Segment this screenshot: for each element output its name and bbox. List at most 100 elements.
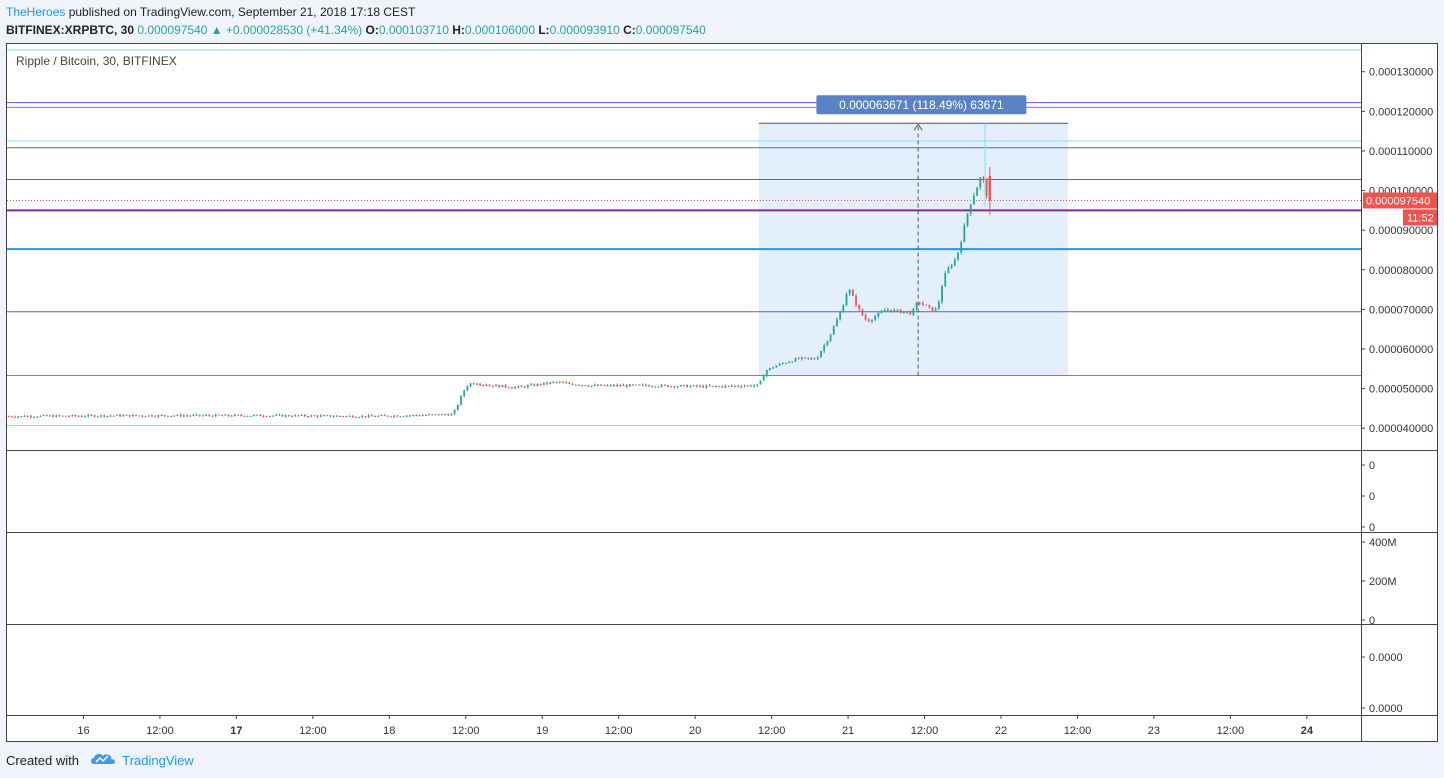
candle-body	[58, 415, 61, 417]
candle-body	[249, 415, 252, 417]
chart-frame[interactable]: Ripple / Bitcoin, 30, BITFINEX 0.0000636…	[6, 43, 1438, 742]
candle-body	[753, 385, 755, 387]
candle-body	[326, 415, 329, 417]
candle-body	[526, 385, 529, 388]
open-value: 0.000103710	[378, 23, 449, 37]
candle-body	[303, 414, 306, 417]
candle-body	[759, 380, 762, 385]
candle-body	[80, 415, 83, 417]
x-tick-label: 24	[1301, 725, 1314, 737]
candle-body	[641, 384, 644, 386]
candle-body	[61, 415, 64, 417]
candle-body	[520, 386, 523, 388]
low-label: L:	[538, 23, 550, 37]
candle-body	[746, 385, 749, 387]
candle-body	[727, 385, 730, 387]
candle-body	[84, 416, 86, 418]
footer: Created with TradingView	[6, 752, 194, 770]
candle-body	[90, 414, 93, 416]
candle-body	[418, 415, 421, 417]
candle-body	[871, 319, 873, 322]
candle-body	[116, 414, 118, 416]
candle-body	[686, 385, 689, 388]
candle-body	[272, 415, 274, 417]
candle-body	[55, 415, 58, 417]
price-chart[interactable]: Ripple / Bitcoin, 30, BITFINEX 0.0000636…	[7, 44, 1437, 741]
candle-body	[189, 415, 192, 417]
candle-body	[839, 312, 842, 320]
up-triangle-icon: ▲	[210, 23, 223, 37]
x-tick-label: 12:00	[911, 725, 939, 737]
y-tick-label: 0.000070000	[1369, 304, 1433, 316]
candle-body	[973, 195, 975, 205]
last-price: 0.000097540	[137, 23, 208, 37]
candle-body	[619, 385, 622, 387]
candle-body	[52, 415, 55, 417]
publish-info: TheHeroes published on TradingView.com, …	[6, 4, 415, 20]
y-tick-label: 0.000040000	[1369, 423, 1433, 435]
candle-body	[667, 385, 669, 387]
tradingview-brand[interactable]: TradingView	[122, 753, 194, 768]
candle-body	[339, 415, 341, 417]
candle-body	[810, 358, 813, 360]
candle-body	[23, 415, 26, 417]
candle-body	[724, 385, 727, 388]
candle-body	[654, 386, 657, 388]
candle-body	[922, 303, 924, 305]
candle-body	[826, 341, 829, 346]
candle-body	[737, 385, 740, 387]
measure-arrow-head	[913, 123, 923, 131]
candle-body	[488, 385, 491, 387]
candle-body	[437, 414, 440, 416]
candle-body	[899, 309, 902, 314]
candle-body	[683, 385, 685, 387]
candle-body	[319, 415, 322, 417]
x-tick-label: 12:00	[1064, 725, 1092, 737]
candle-body	[797, 358, 800, 360]
candle-body	[855, 295, 857, 306]
chart-title: Ripple / Bitcoin, 30, BITFINEX	[16, 54, 177, 68]
candle-body	[501, 385, 504, 388]
candle-body	[253, 415, 255, 417]
candle-body	[491, 385, 494, 387]
candle-body	[836, 319, 838, 327]
candle-body	[421, 415, 424, 417]
candle-body	[848, 289, 851, 294]
candle-body	[807, 357, 810, 359]
candle-body	[237, 414, 239, 416]
candle-body	[460, 396, 462, 405]
candle-body	[205, 415, 208, 417]
candle-body	[74, 414, 77, 416]
candle-body	[351, 415, 354, 418]
candle-body	[721, 386, 724, 388]
author-link[interactable]: TheHeroes	[6, 5, 66, 19]
candle-body	[874, 316, 877, 320]
candle-body	[880, 311, 883, 313]
candle-body	[268, 415, 271, 417]
candle-body	[823, 345, 826, 352]
y-tick-label: 0.000050000	[1369, 384, 1433, 396]
candle-body	[377, 415, 380, 417]
candle-body	[45, 415, 48, 417]
candle-body	[265, 416, 268, 418]
created-with-text: Created with	[6, 753, 79, 768]
x-tick-label: 12:00	[146, 725, 174, 737]
candle-body	[628, 384, 631, 387]
candle-body	[278, 414, 281, 416]
candle-body	[944, 273, 947, 287]
candle-body	[676, 386, 679, 388]
candle-body	[517, 386, 520, 388]
candle-body	[622, 385, 625, 387]
candle-body	[367, 415, 370, 417]
candle-body	[979, 177, 982, 188]
candle-body	[354, 417, 357, 419]
candle-body	[689, 386, 692, 388]
candle-body	[743, 386, 746, 388]
candle-body	[240, 414, 243, 416]
candle-body	[208, 415, 211, 417]
high-label: H:	[452, 23, 465, 37]
candle-body	[179, 414, 182, 417]
candle-body	[380, 415, 383, 417]
candle-body	[383, 415, 386, 417]
pane-tick-label: 200M	[1369, 576, 1397, 588]
